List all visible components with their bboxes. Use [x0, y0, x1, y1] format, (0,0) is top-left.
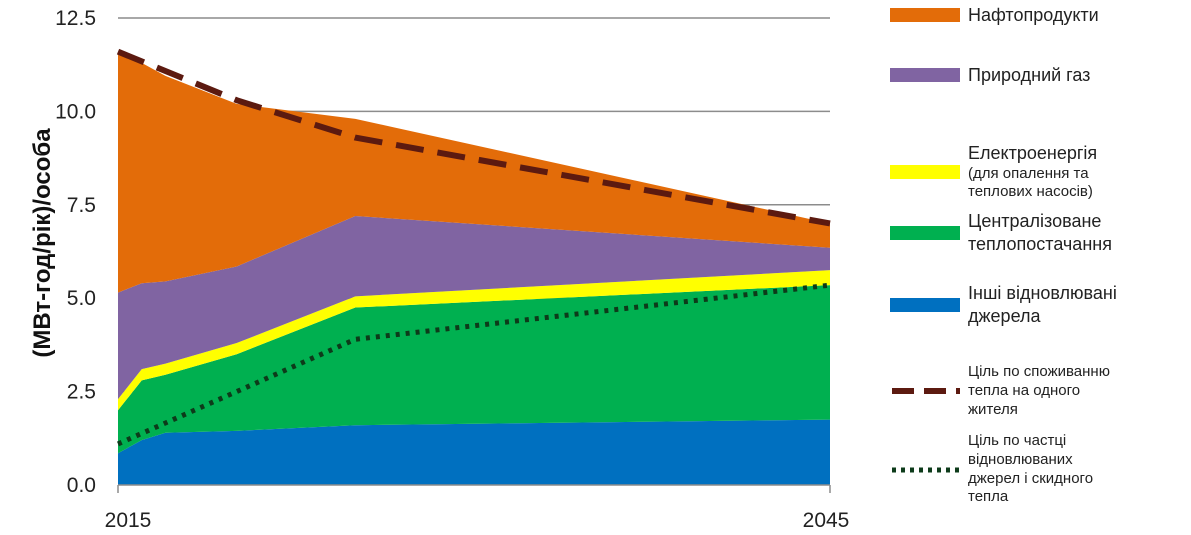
x-tick-label: 2045 — [803, 509, 850, 532]
legend-label-line: джерел і скидного — [968, 469, 1094, 487]
legend: Нафтопродукти Природний газ Електроенергія… — [890, 0, 1190, 535]
legend-label-line: Природний газ — [968, 65, 1091, 85]
y-tick-label: 12.5 — [55, 7, 96, 30]
area-series-2 — [118, 270, 830, 411]
y-tick-label: 10.0 — [55, 100, 96, 123]
legend-label: Природний газ — [968, 64, 1090, 87]
x-tick-label: 2015 — [105, 509, 152, 532]
axes: 0.0 2.5 5.0 7.5 10.0 12.5 2015 2045 — [55, 7, 849, 532]
legend-label-line: Електроенергія — [968, 143, 1098, 163]
legend-label-line: Нафтопродукти — [968, 5, 1099, 25]
area-series-0 — [118, 419, 830, 485]
y-tick-label: 7.5 — [67, 194, 96, 217]
legend-label: Нафтопродукти — [968, 4, 1099, 27]
y-tick-label: 5.0 — [67, 287, 96, 310]
legend-item: Природний газ — [890, 64, 1090, 87]
legend-dashed-line — [892, 388, 960, 395]
y-tick-label: 0.0 — [67, 474, 96, 497]
legend-swatch — [890, 8, 960, 23]
legend-item: Електроенергія (для опалення та теплових н… — [890, 142, 1097, 202]
legend-label-line: жителя — [968, 400, 1018, 418]
legend-label-line: тепла на одного — [968, 381, 1081, 399]
legend-label-line: Інші відновлювані — [968, 283, 1117, 303]
target-lines — [116, 48, 831, 447]
legend-label-line: Ціль по споживанню — [968, 363, 1110, 380]
legend-item: Інші відновлювані джерела — [890, 282, 1117, 327]
legend-item: Ціль по частці відновлюваних джерел і скид… — [890, 432, 1093, 507]
legend-label-line: Централізоване — [968, 211, 1102, 231]
legend-item: Нафтопродукти — [890, 4, 1099, 27]
y-axis-label: (МВт-год/рік)/особа — [29, 128, 56, 358]
legend-dotted-line — [892, 467, 960, 472]
legend-swatch — [890, 165, 960, 179]
legend-label: Ціль по частці відновлюваних джерел і скид… — [968, 432, 1093, 507]
legend-label-line: теплових насосів) — [968, 183, 1093, 201]
legend-swatch — [890, 68, 960, 83]
area-series-4 — [118, 51, 830, 293]
area-series-1 — [118, 285, 830, 454]
target-line-0 — [116, 48, 831, 227]
area-series — [118, 51, 830, 485]
legend-label: Інші відновлювані джерела — [968, 282, 1117, 327]
y-tick-label: 2.5 — [67, 381, 96, 404]
legend-label-line: теплопостачання — [968, 233, 1112, 254]
legend-item: Ціль по споживанню тепла на одного жителя — [890, 363, 1110, 419]
legend-label-line: (для опалення та — [968, 164, 1089, 182]
legend-item: Централізоване теплопостачання — [890, 210, 1112, 255]
legend-label: Електроенергія (для опалення та теплових н… — [968, 142, 1097, 202]
legend-label: Централізоване теплопостачання — [968, 210, 1112, 255]
legend-label-line: Ціль по частці — [968, 432, 1067, 449]
legend-label-line: тепла — [968, 488, 1009, 506]
legend-label-line: джерела — [968, 305, 1041, 326]
legend-swatch — [890, 225, 960, 240]
legend-label-line: відновлюваних — [968, 450, 1073, 468]
legend-swatch — [890, 297, 960, 312]
stacked-area-chart: 0.0 2.5 5.0 7.5 10.0 12.5 2015 2045 (МВт-год/рі… — [29, 7, 849, 532]
legend-label: Ціль по споживанню тепла на одного жителя — [968, 363, 1110, 419]
area-series-3 — [118, 216, 830, 400]
